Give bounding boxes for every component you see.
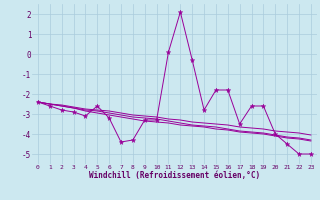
X-axis label: Windchill (Refroidissement éolien,°C): Windchill (Refroidissement éolien,°C) (89, 171, 260, 180)
